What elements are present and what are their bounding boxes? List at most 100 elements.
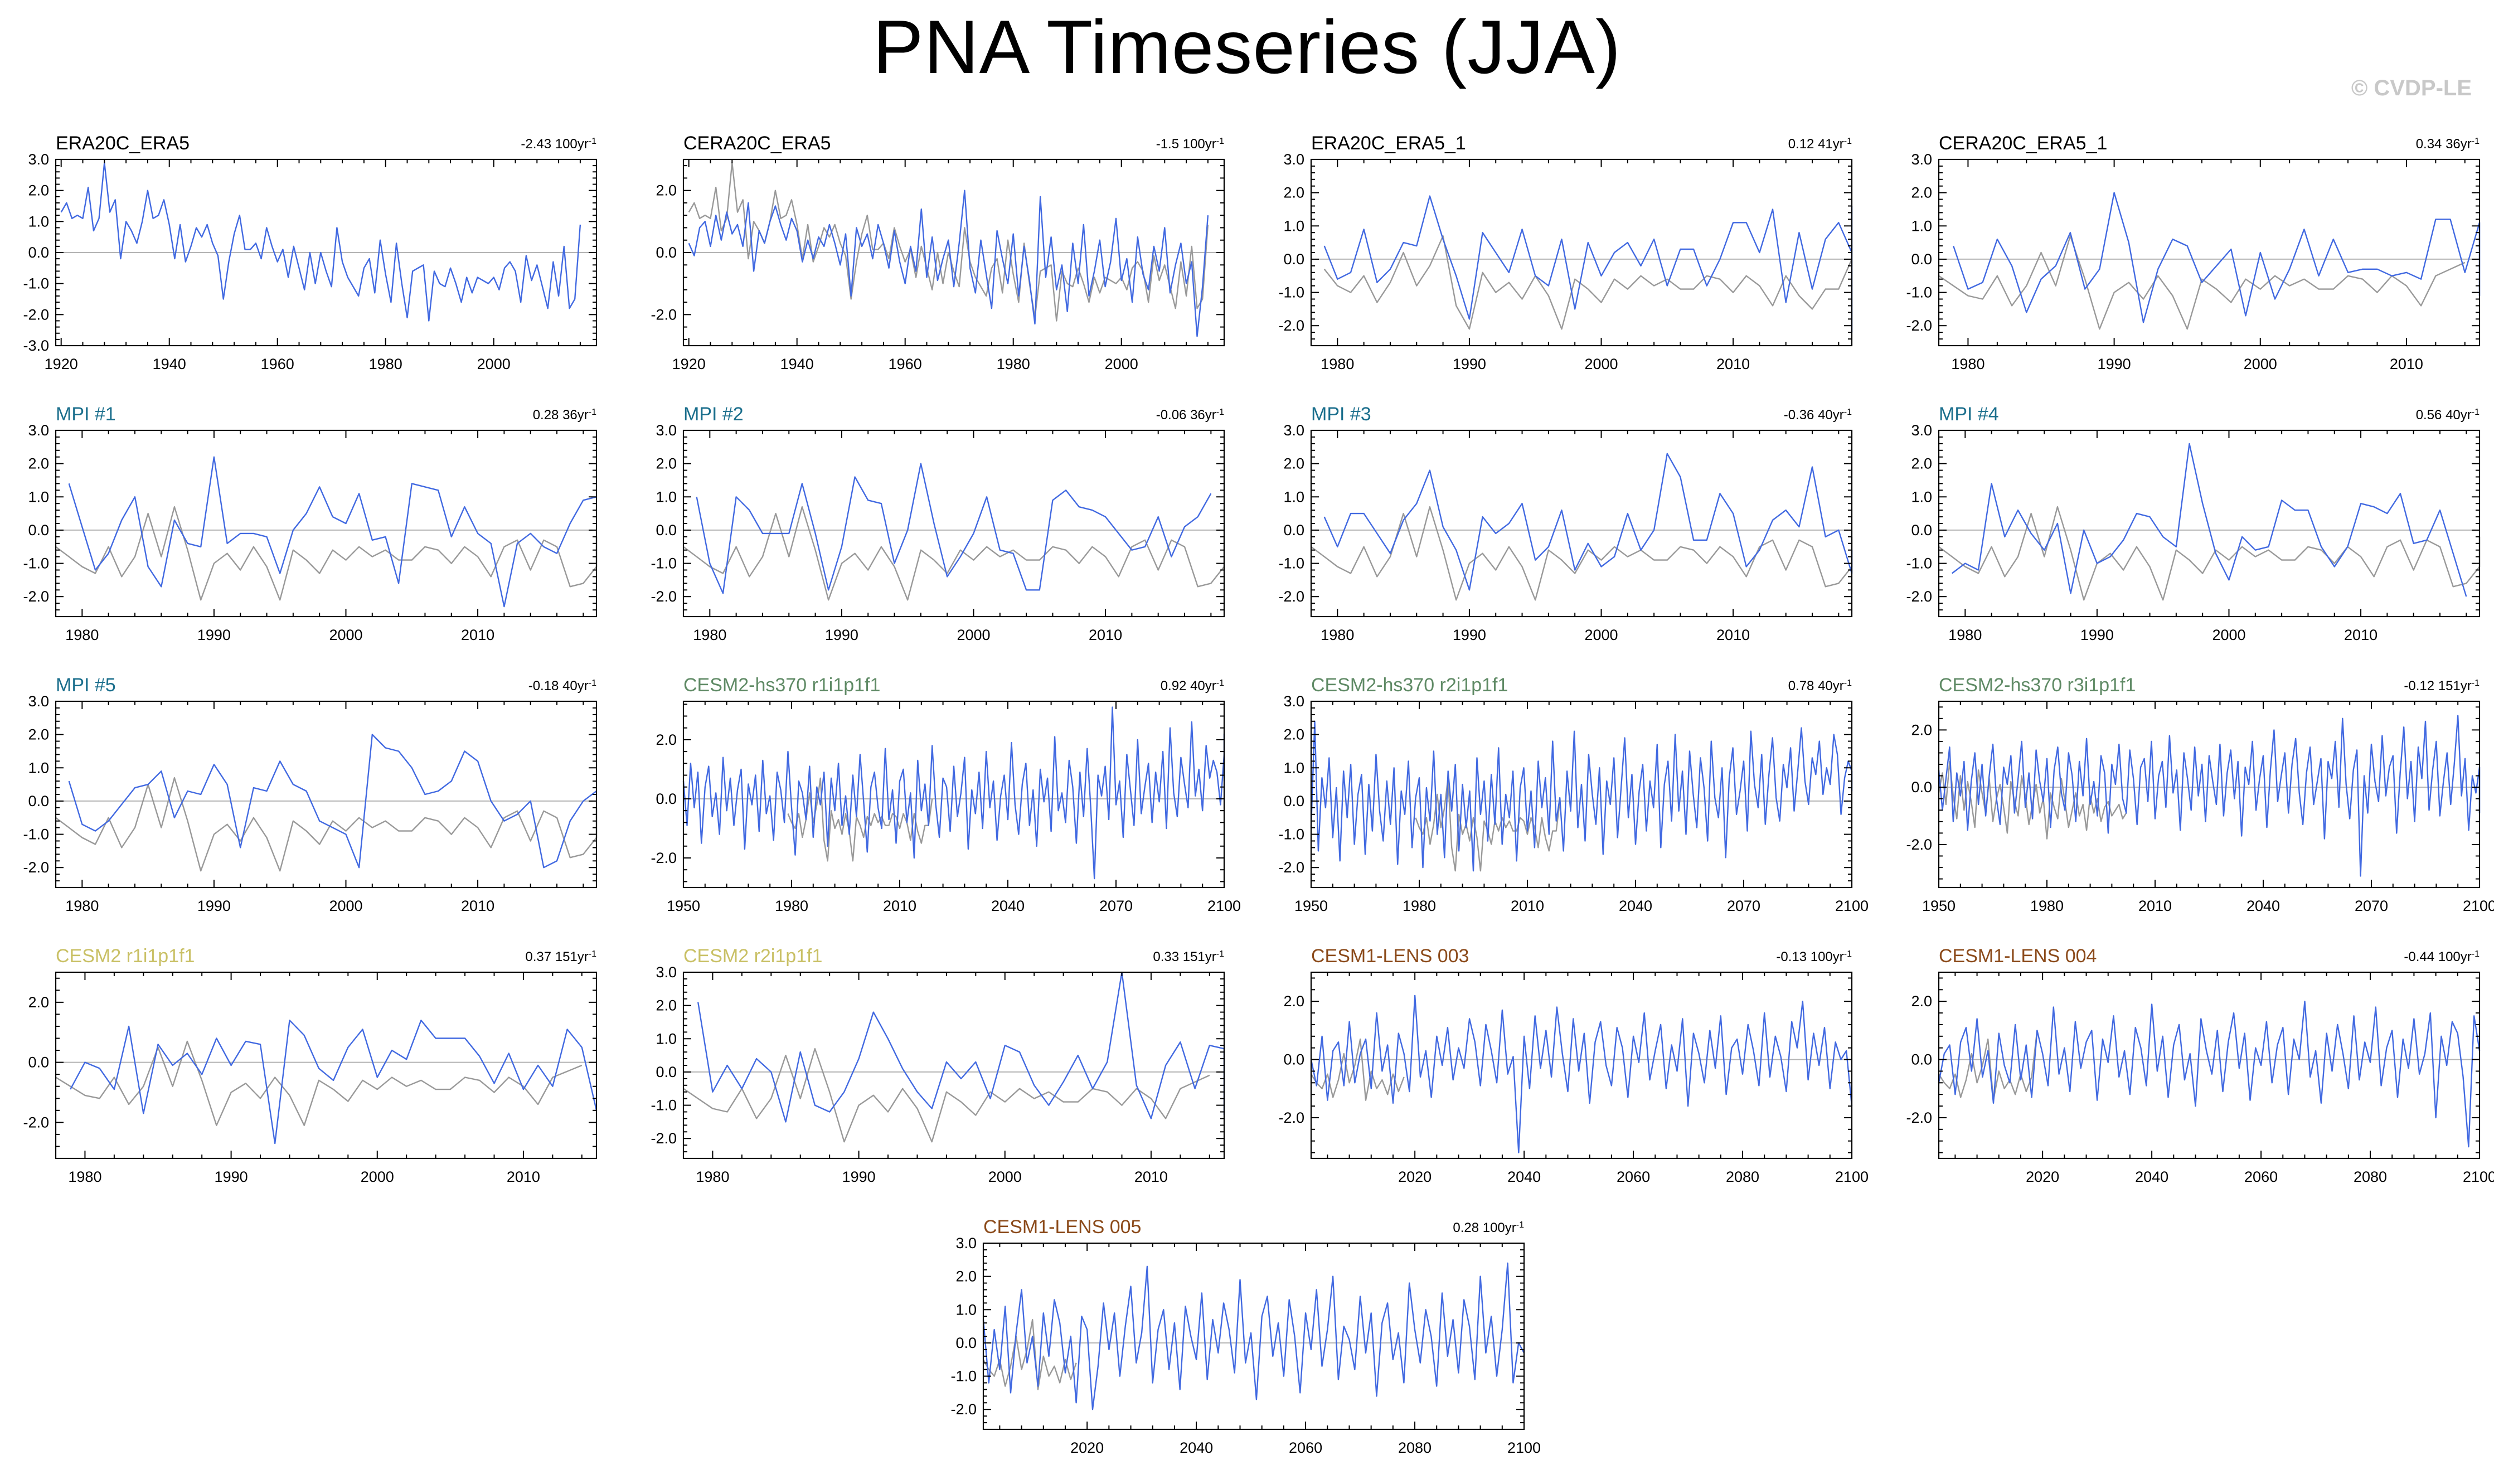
- panel-cesm1-lens-004: CESM1-LENS 004 -0.44 100yr-1 -2.0 0.0 2.0 202…: [1883, 924, 2494, 1195]
- x-tick-label: 1920: [672, 356, 706, 372]
- y-tick-label: -2.0: [23, 859, 49, 876]
- x-tick-label: 1990: [2080, 627, 2114, 643]
- x-tick-label: 1980: [68, 1168, 101, 1185]
- x-tick-label: 2100: [1835, 1168, 1869, 1185]
- chart-svg: MPI #1 0.28 36yr-1 -2.0 -1.0 0.0 1.0 2.0 3.0 198…: [23, 404, 598, 643]
- x-tick-label: 2000: [329, 627, 362, 643]
- trend-label: 0.78 40yr-1: [1788, 678, 1852, 694]
- obs-series-line: [55, 506, 598, 601]
- y-tick-label: 1.0: [28, 213, 49, 230]
- y-tick-label: 0.0: [656, 244, 677, 261]
- trend-label: -2.43 100yr-1: [521, 137, 596, 152]
- x-tick-label: 1990: [842, 1168, 876, 1185]
- x-tick-label: 1980: [369, 356, 402, 372]
- y-tick-label: 2.0: [1283, 185, 1304, 201]
- x-tick-label: 2000: [1584, 356, 1618, 372]
- x-tick-label: 1950: [1294, 898, 1328, 914]
- y-tick-label: 2.0: [28, 182, 49, 199]
- y-tick-label: 2.0: [1911, 993, 1932, 1010]
- y-tick-label: 1.0: [1283, 217, 1304, 234]
- y-tick-label: -2.0: [651, 588, 677, 605]
- x-tick-label: 1980: [1321, 356, 1354, 372]
- y-tick-label: 2.0: [656, 997, 677, 1014]
- chart-title: MPI #4: [1939, 404, 1999, 425]
- trend-label: 0.33 151yr-1: [1153, 949, 1224, 965]
- x-tick-label: 2010: [461, 627, 494, 643]
- x-tick-label: 2000: [1105, 356, 1138, 372]
- model-series-line: [1951, 443, 2467, 597]
- x-tick-label: 2040: [2246, 898, 2280, 914]
- y-tick-label: 2.0: [656, 455, 677, 472]
- x-tick-label: 2070: [1727, 898, 1760, 914]
- y-tick-label: 3.0: [1283, 693, 1304, 710]
- trend-label: 0.28 100yr-1: [1453, 1220, 1524, 1236]
- x-tick-label: 1980: [1321, 627, 1354, 643]
- x-tick-label: 2080: [2354, 1168, 2387, 1185]
- x-tick-label: 2000: [477, 356, 511, 372]
- x-tick-label: 1980: [2030, 898, 2064, 914]
- x-tick-label: 2000: [361, 1168, 394, 1185]
- model-series-line: [1938, 1001, 2481, 1148]
- x-tick-label: 2010: [1716, 627, 1750, 643]
- chart-svg: CESM2-hs370 r3i1p1f1 -0.12 151yr-1 -2.0 0.0…: [1906, 675, 2494, 914]
- y-tick-label: 1.0: [656, 1030, 677, 1047]
- chart-svg: CESM2 r2i1p1f1 0.33 151yr-1 -2.0 -1.0 0.0 1.0…: [651, 945, 1225, 1185]
- x-tick-label: 1990: [197, 627, 231, 643]
- y-tick-label: 1.0: [656, 488, 677, 505]
- chart-title: CESM2 r1i1p1f1: [56, 945, 195, 967]
- plot-frame: [55, 971, 598, 1160]
- y-tick-label: 2.0: [1911, 185, 1932, 201]
- obs-series-line: [1938, 235, 2466, 330]
- plot-frame: [1310, 971, 1853, 1160]
- x-tick-label: 2040: [1180, 1439, 1213, 1456]
- chart-title: CESM1-LENS 003: [1311, 945, 1469, 967]
- y-tick-label: -2.0: [950, 1401, 977, 1418]
- x-tick-label: 1990: [215, 1168, 248, 1185]
- obs-series-line: [55, 1040, 583, 1126]
- x-tick-label: 2040: [1507, 1168, 1541, 1185]
- trend-label: -1.5 100yr-1: [1156, 137, 1224, 152]
- chart-svg: MPI #2 -0.06 36yr-1 -2.0 -1.0 0.0 1.0 2.0 3.0 19…: [651, 404, 1225, 643]
- y-tick-label: 0.0: [656, 1064, 677, 1080]
- y-tick-label: 0.0: [955, 1335, 977, 1351]
- x-tick-label: 1980: [65, 898, 99, 914]
- plot-frame: [1310, 158, 1853, 347]
- chart-svg: CERA20C_ERA5 -1.5 100yr-1 -2.0 0.0 2.0 1920 19…: [651, 133, 1225, 372]
- y-tick-label: -1.0: [1906, 555, 1932, 572]
- x-tick-label: 1950: [1922, 898, 1956, 914]
- model-series-line: [60, 162, 581, 322]
- x-tick-label: 2100: [2463, 898, 2494, 914]
- plot-frame: [1938, 700, 2481, 889]
- chart-title: ERA20C_ERA5: [56, 133, 190, 154]
- y-tick-label: -2.0: [1278, 588, 1304, 605]
- x-tick-label: 2000: [2212, 627, 2245, 643]
- x-tick-label: 1990: [197, 898, 231, 914]
- y-tick-label: -2.0: [651, 1130, 677, 1147]
- obs-series-line: [683, 506, 1225, 601]
- y-tick-label: 0.0: [656, 791, 677, 807]
- x-tick-label: 2010: [1089, 627, 1122, 643]
- y-tick-label: 2.0: [28, 994, 49, 1011]
- y-tick-label: -1.0: [23, 555, 49, 572]
- x-tick-label: 2010: [1511, 898, 1544, 914]
- chart-svg: ERA20C_ERA5 -2.43 100yr-1 -3.0 -2.0 -1.0 0.0 1…: [23, 133, 598, 372]
- chart-title: CESM2-hs370 r1i1p1f1: [683, 675, 880, 696]
- x-tick-label: 1950: [667, 898, 700, 914]
- chart-svg: MPI #3 -0.36 40yr-1 -2.0 -1.0 0.0 1.0 2.0 3.0 19…: [1278, 404, 1853, 643]
- x-tick-label: 2020: [1070, 1439, 1104, 1456]
- chart-title: MPI #3: [1311, 404, 1371, 425]
- chart-title: ERA20C_ERA5_1: [1311, 133, 1466, 154]
- model-series-line: [982, 1262, 1525, 1410]
- chart-title: CERA20C_ERA5: [683, 133, 831, 154]
- y-tick-label: 1.0: [1283, 759, 1304, 776]
- y-tick-label: -2.0: [23, 306, 49, 323]
- y-tick-label: 3.0: [1283, 151, 1304, 168]
- panel-mpi-2: MPI #2 -0.06 36yr-1 -2.0 -1.0 0.0 1.0 2.0 3.0 19…: [628, 382, 1251, 653]
- chart-title: MPI #5: [56, 675, 116, 696]
- chart-title: MPI #2: [683, 404, 744, 425]
- obs-series-line: [787, 777, 933, 862]
- y-tick-label: 1.0: [955, 1301, 977, 1318]
- y-tick-label: 0.0: [28, 522, 49, 539]
- x-tick-label: 2020: [2026, 1168, 2059, 1185]
- y-tick-label: -2.0: [651, 306, 677, 323]
